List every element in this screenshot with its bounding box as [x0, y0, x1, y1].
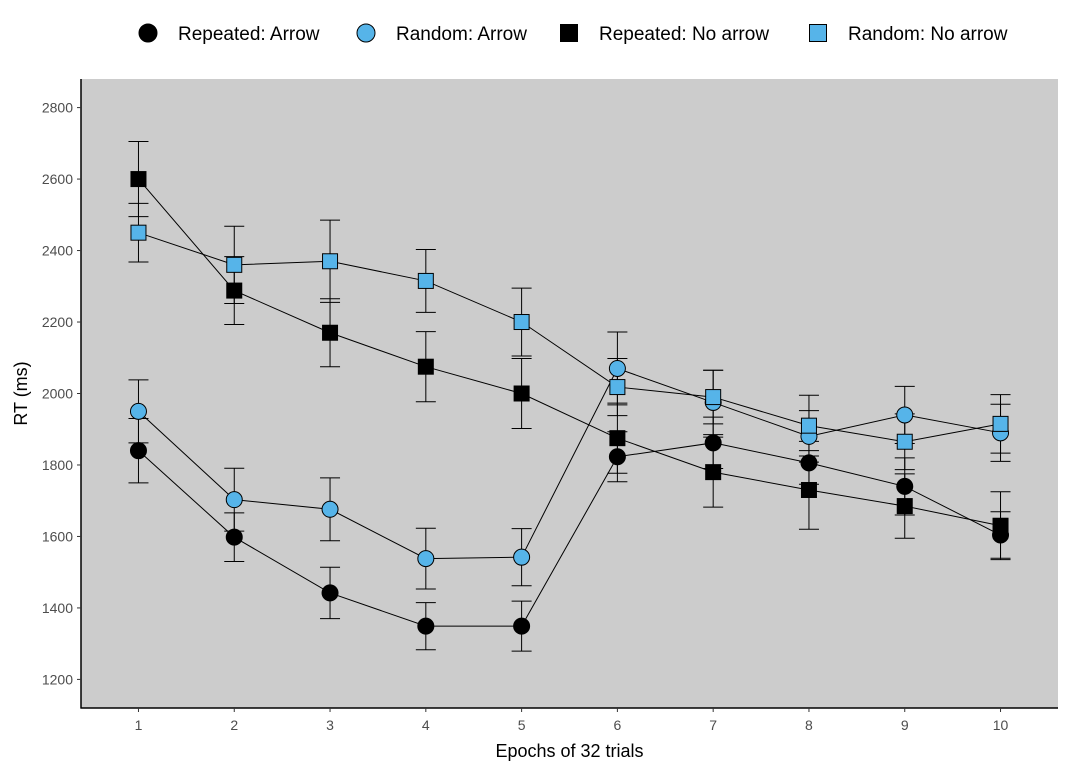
data-point [992, 517, 1009, 534]
data-point [896, 498, 913, 515]
series-line-1 [138, 367, 1001, 560]
legend-label: Repeated: No arrow [599, 24, 769, 45]
data-point [417, 272, 434, 289]
y-tick-label: 2000 [42, 386, 73, 402]
data-point [322, 324, 339, 341]
x-tick-label: 8 [805, 717, 813, 733]
legend-key [809, 24, 827, 42]
data-point [226, 282, 243, 299]
data-point [608, 359, 626, 377]
data-point [321, 500, 339, 518]
data-point [513, 385, 530, 402]
data-point [705, 464, 722, 481]
data-point [513, 617, 531, 635]
legend-key [356, 23, 376, 43]
x-tick-label: 5 [518, 717, 526, 733]
x-tick-label: 1 [135, 717, 143, 733]
y-tick-label: 2200 [42, 314, 73, 330]
x-tick-label: 2 [230, 717, 238, 733]
data-point [130, 171, 147, 188]
data-point [226, 256, 243, 273]
data-point [417, 550, 435, 568]
data-point [609, 379, 626, 396]
x-tick-label: 10 [993, 717, 1009, 733]
data-point [321, 584, 339, 602]
x-tick-label: 9 [901, 717, 909, 733]
legend-item-0: Repeated: Arrow [138, 23, 320, 45]
data-point [800, 481, 817, 498]
data-point [896, 406, 914, 424]
data-point [130, 224, 147, 241]
data-point [800, 454, 818, 472]
legend-item-1: Random: Arrow [356, 23, 527, 45]
x-tick-label: 3 [326, 717, 334, 733]
legend-item-2: Repeated: No arrow [560, 24, 769, 45]
data-point [704, 434, 722, 452]
series-layer [128, 141, 1011, 652]
y-tick-label: 1400 [42, 600, 73, 616]
data-point [800, 417, 817, 434]
y-tick-label: 2800 [42, 100, 73, 116]
data-point [129, 402, 147, 420]
legend-label: Repeated: Arrow [178, 24, 320, 45]
data-point [322, 253, 339, 270]
plot-panel [81, 79, 1058, 708]
data-point [225, 528, 243, 546]
axes-layer: 1200 1400 1600 1800 2000 2200 2400 2600 2800 1 2 3 4… [42, 79, 1058, 733]
data-point [129, 442, 147, 460]
y-tick-label: 2400 [42, 243, 73, 259]
series-line-0 [138, 442, 1001, 627]
data-point [417, 358, 434, 375]
series-line-2 [138, 178, 1001, 527]
data-point [609, 430, 626, 447]
x-tick-label: 7 [709, 717, 717, 733]
data-point [896, 477, 914, 495]
y-tick-label: 1200 [42, 671, 73, 687]
data-point [225, 491, 243, 509]
y-tick-label: 1800 [42, 457, 73, 473]
legend-item-3: Random: No arrow [809, 24, 1008, 45]
data-point [513, 314, 530, 331]
data-point [992, 415, 1009, 432]
series-line-3 [138, 232, 1001, 443]
data-point [896, 433, 913, 450]
legend-key [560, 24, 578, 42]
legend-key [138, 23, 158, 43]
legend-label: Random: Arrow [396, 24, 527, 45]
data-point [705, 389, 722, 406]
y-axis-title: RT (ms) [11, 361, 31, 425]
x-tick-label: 4 [422, 717, 430, 733]
y-tick-label: 2600 [42, 171, 73, 187]
x-axis-title: Epochs of 32 trials [495, 741, 643, 761]
data-point [417, 617, 435, 635]
legend-label: Random: No arrow [848, 24, 1008, 45]
x-tick-label: 6 [613, 717, 621, 733]
data-point [608, 448, 626, 466]
data-point [513, 548, 531, 566]
y-tick-label: 1600 [42, 528, 73, 544]
legend: Repeated: Arrow Random: Arrow Repeated: No… [138, 23, 1008, 45]
